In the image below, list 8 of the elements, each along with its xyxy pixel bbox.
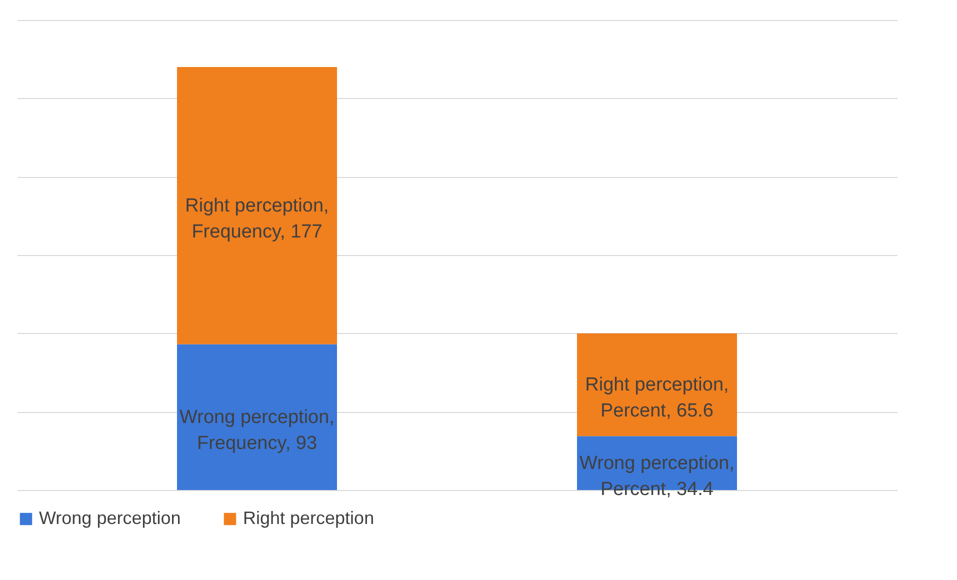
- bar: [577, 333, 737, 436]
- data-label: Wrong perception, Frequency, 93: [180, 407, 334, 454]
- bar: [177, 67, 337, 344]
- legend-label: Right perception: [243, 508, 374, 528]
- bar: [177, 344, 337, 490]
- data-label: Right perception, Frequency, 177: [185, 196, 329, 243]
- data-label: Right perception, Percent, 65.6: [585, 374, 729, 422]
- legend-label: Wrong perception: [39, 508, 181, 528]
